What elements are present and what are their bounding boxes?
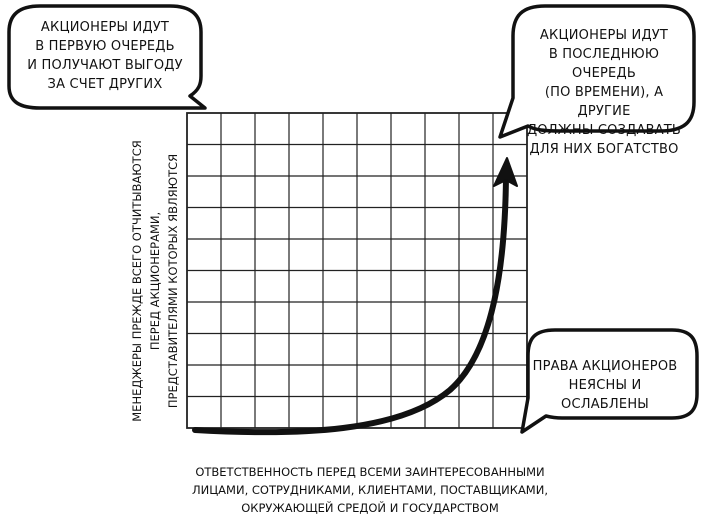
grid — [186, 112, 528, 429]
x-axis-label-line: Ответственность перед всеми заинтересова… — [195, 465, 545, 479]
bubble-text-line: должны создавать — [526, 123, 682, 138]
y-axis-label-line: Менеджеры прежде всего отчитываются — [130, 140, 144, 422]
speech-bubble-top-right — [498, 4, 696, 139]
bubble-text-line: в первую очередь — [35, 39, 175, 54]
arrowhead-icon — [493, 157, 518, 187]
bubble-text-line: Акционеры идут — [539, 28, 669, 43]
bubble-text-line: и получают выгоду — [27, 58, 183, 73]
bubble-text-line: за счет других — [47, 77, 163, 92]
y-axis-label-line: представителями которых являются — [166, 153, 180, 409]
bubble-text-line: Права акционеров — [532, 359, 678, 374]
growth-curve-arrow — [192, 175, 509, 436]
y-axis-label-line: перед акционерами, — [148, 211, 162, 351]
bubble-top-right-text: Акционеры идут в последнюю очередь (по в… — [522, 26, 686, 159]
bubble-text-line: в последнюю очередь — [548, 47, 660, 81]
speech-bubble-bottom-right — [520, 328, 699, 434]
x-axis-label: Ответственность перед всеми заинтересова… — [160, 463, 580, 517]
bubble-top-left-text: Акционеры идут в первую очередь и получа… — [20, 18, 190, 94]
y-axis-label: Менеджеры прежде всего отчитываются пере… — [128, 131, 188, 431]
bubble-text-line: неясны и ослаблены — [561, 378, 649, 412]
bubble-text-line: для них богатство — [529, 142, 679, 157]
x-axis-label-line: окружающей средой и государством — [241, 501, 499, 515]
bubble-bottom-right-text: Права акционеров неясны и ослаблены — [530, 357, 680, 414]
bubble-text-line: Акционеры идут — [40, 20, 170, 35]
x-axis-label-line: лицами, сотрудниками, клиентами, поставщ… — [192, 483, 548, 497]
bubble-text-line: (по времени), а другие — [544, 85, 664, 119]
speech-bubble-top-left — [7, 4, 207, 110]
